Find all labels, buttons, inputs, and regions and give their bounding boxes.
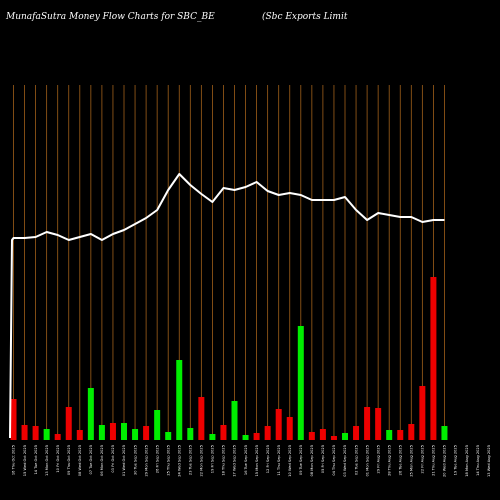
x-tick-label: 09 Thu Oct 2025 <box>67 445 71 475</box>
x-tick-label: 29 Fri Aug 2025 <box>376 445 380 473</box>
bar <box>33 426 39 440</box>
x-tick-label: 22 Mon Sep 2025 <box>200 445 204 477</box>
bar <box>331 436 337 440</box>
x-tick-label: 14 Tue Oct 2025 <box>34 445 38 475</box>
bar <box>386 430 392 440</box>
x-tick-label: 28 Thu Aug 2025 <box>387 445 391 476</box>
bar <box>342 433 348 440</box>
bar <box>430 277 436 440</box>
bar <box>88 388 94 440</box>
x-tick-label: 18 Mon Aug 2025 <box>465 445 469 477</box>
bar <box>121 423 127 440</box>
x-tick-label: 02 Tue Sep 2025 <box>354 445 358 475</box>
bar <box>55 434 61 440</box>
x-tick-label: 18 Thu Sep 2025 <box>222 445 226 476</box>
x-tick-label: 24 Wed Sep 2025 <box>177 445 181 477</box>
x-tick-label: 08 Wed Oct 2025 <box>78 445 82 476</box>
bar <box>254 433 260 440</box>
x-tick-label: 15 Mon Sep 2025 <box>255 445 259 477</box>
bar <box>287 417 293 440</box>
bar <box>309 432 315 440</box>
bar <box>232 401 238 440</box>
x-tick-label: 10 Wed Sep 2025 <box>288 445 292 477</box>
x-tick-label: 16 Thu Oct 2025 <box>12 445 16 475</box>
bar <box>419 386 425 440</box>
x-tick-label: 17 Wed Sep 2025 <box>233 445 237 477</box>
bar <box>154 410 160 440</box>
bar <box>66 407 72 440</box>
bar <box>220 425 226 440</box>
x-tick-label: 19 Fri Sep 2025 <box>211 445 215 473</box>
x-tick-label: 08 Mon Sep 2025 <box>310 445 314 477</box>
x-tick-label: 14 Thu Aug 2025 <box>476 445 480 476</box>
bar <box>397 430 403 440</box>
bar <box>320 429 326 440</box>
bar <box>408 424 414 440</box>
x-tick-label: 13 Wed Aug 2025 <box>487 445 491 477</box>
x-tick-label: 11 Thu Sep 2025 <box>277 445 281 476</box>
x-tick-label: 07 Tue Oct 2025 <box>89 445 93 475</box>
bar <box>375 408 381 440</box>
bar <box>77 430 83 440</box>
x-tick-label: 25 Mon Aug 2025 <box>410 445 414 477</box>
header-right-title: (Sbc Exports Limit <box>262 11 348 22</box>
x-tick-label: 03 Fri Oct 2025 <box>111 445 115 473</box>
bar <box>364 407 370 440</box>
bar <box>99 425 105 440</box>
x-tick-label: 22 Fri Aug 2025 <box>421 445 425 473</box>
x-tick-label: 09 Tue Sep 2025 <box>299 445 303 475</box>
x-tick-label: 12 Fri Sep 2025 <box>266 445 270 473</box>
header-left-title: MunafaSutra Money Flow Charts for SBC_BE <box>5 12 215 22</box>
x-tick-label: 10 Fri Oct 2025 <box>56 445 60 473</box>
bar <box>276 409 282 440</box>
x-tick-label: 01 Mon Sep 2025 <box>365 445 369 477</box>
bar <box>441 426 447 440</box>
bar <box>44 429 50 440</box>
x-tick-label: 30 Tue Sep 2025 <box>133 445 137 475</box>
bar <box>198 397 204 440</box>
bar <box>11 399 17 440</box>
bar <box>22 425 28 440</box>
x-tick-label: 20 Wed Aug 2025 <box>443 445 447 477</box>
x-tick-label: 29 Mon Sep 2025 <box>144 445 148 477</box>
bar <box>187 428 193 440</box>
bar <box>209 434 215 440</box>
x-tick-label: 26 Tue Aug 2025 <box>398 445 402 475</box>
bar <box>265 426 271 440</box>
bar <box>353 426 359 440</box>
x-tick-label: 16 Tue Sep 2025 <box>244 445 248 475</box>
bar <box>176 360 182 440</box>
bar <box>143 426 149 440</box>
x-tick-label: 04 Thu Sep 2025 <box>332 445 336 476</box>
bar <box>243 435 249 440</box>
bar <box>132 429 138 440</box>
bar <box>298 326 304 440</box>
x-tick-label: 19 Tue Aug 2025 <box>454 445 458 475</box>
x-tick-label: 05 Fri Sep 2025 <box>321 445 325 473</box>
x-tick-label: 23 Tue Sep 2025 <box>189 445 193 475</box>
x-tick-label: 25 Thu Sep 2025 <box>166 445 170 476</box>
bar <box>165 432 171 440</box>
x-tick-label: 21 Thu Aug 2025 <box>432 445 436 476</box>
x-tick-label: 01 Wed Oct 2025 <box>122 445 126 476</box>
x-tick-label: 26 Fri Sep 2025 <box>155 445 159 473</box>
x-tick-label: 13 Mon Oct 2025 <box>45 445 49 476</box>
x-tick-label: 15 Wed Oct 2025 <box>23 445 27 476</box>
x-tick-label: 06 Mon Oct 2025 <box>100 445 104 476</box>
bar <box>110 423 116 440</box>
x-tick-label: 03 Wed Sep 2025 <box>343 445 347 477</box>
